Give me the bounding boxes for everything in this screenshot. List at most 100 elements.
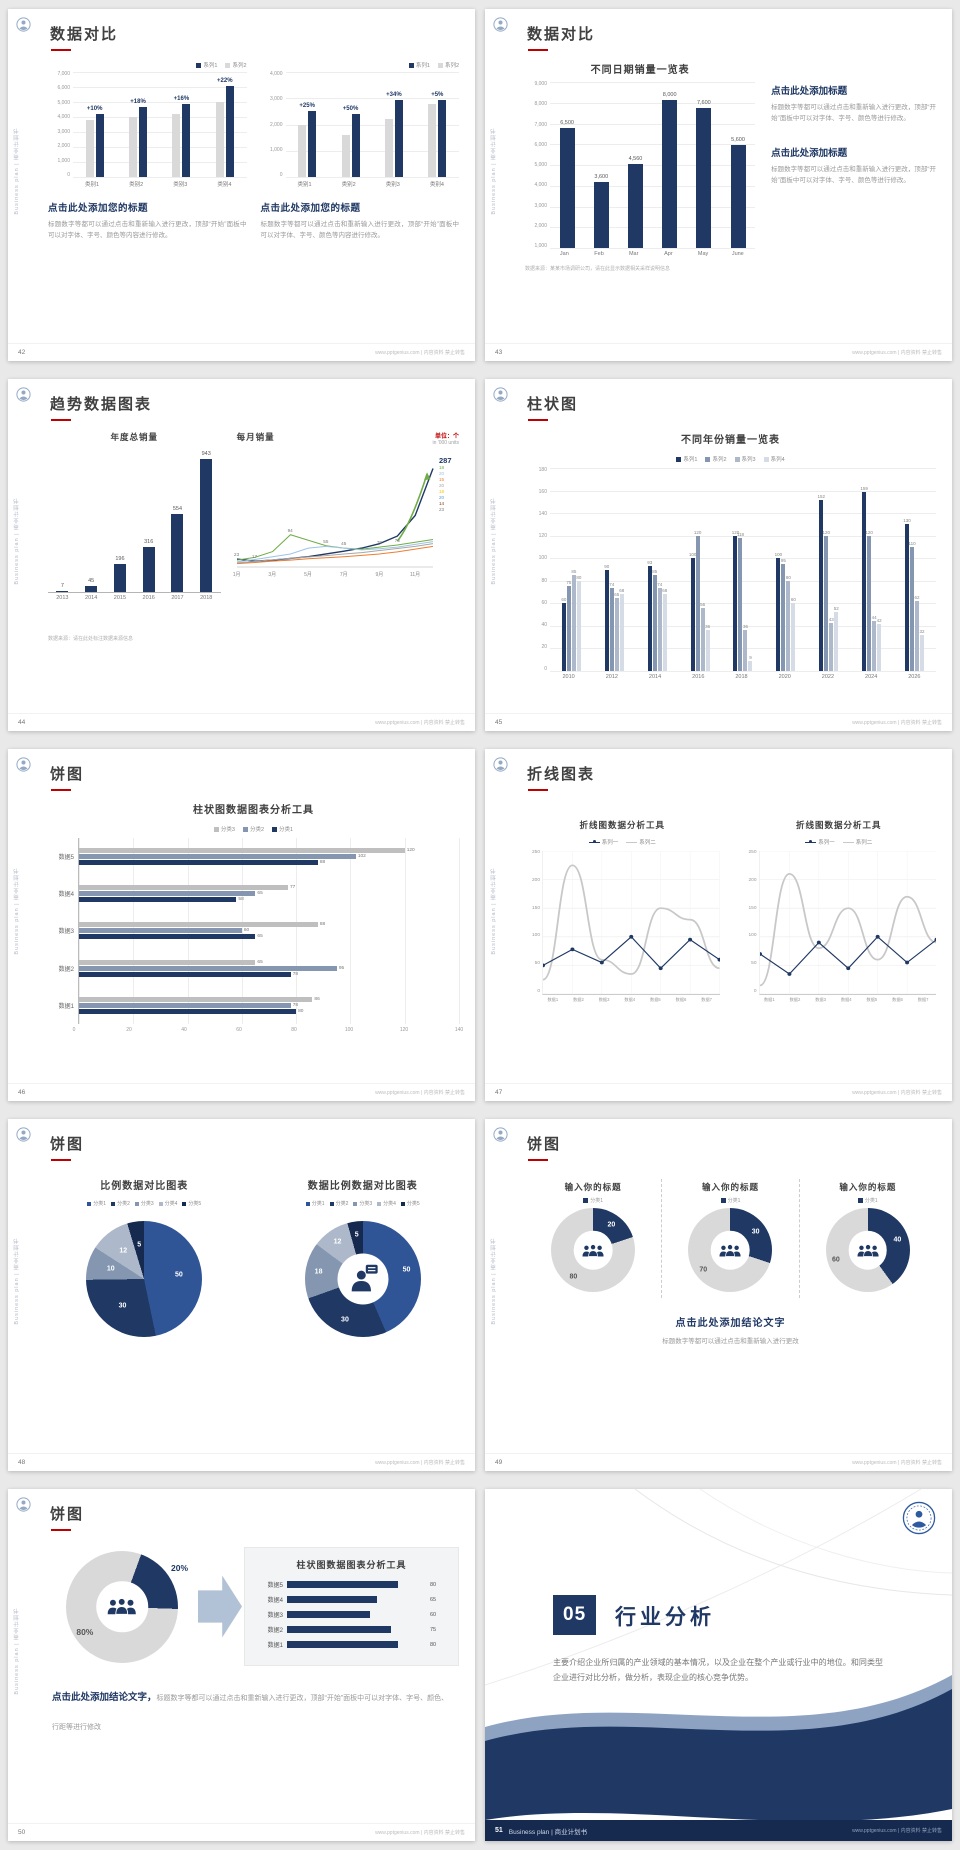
footer-divider <box>8 1453 475 1454</box>
conclusion-heading: 点击此处添加结论文字， <box>52 1692 157 1703</box>
footer-divider <box>485 713 952 714</box>
sidebar-watermark: Business plan | 商业计划书 <box>491 1237 497 1325</box>
page-title: 饼图 <box>527 1136 562 1153</box>
slide-48[interactable]: Business plan | 商业计划书 饼图 比例数据对比图表 分类1 分类2… <box>8 1119 475 1471</box>
slide-46[interactable]: Business plan | 商业计划书 饼图 柱状图数据图表分析工具 分类3… <box>8 749 475 1101</box>
slide-43[interactable]: Business plan | 商业计划书 数据对比 不同日期销量一览表 9,0… <box>485 9 952 361</box>
donut-chart: 40 60 <box>825 1208 910 1292</box>
chart-title: 不同年份销量一览表 <box>681 435 780 446</box>
chart-title: 比例数据对比图表 <box>100 1181 189 1192</box>
slide-42[interactable]: Business plan | 商业计划书 数据对比 系列1 系列2 7,000… <box>8 9 475 361</box>
text-block: 点击此处添加标题 标题数字等都可以通过点击和重新输入进行更改，顶部“开始”面板中… <box>771 83 936 125</box>
sidebar-watermark: Business plan | 商业计划书 <box>14 867 20 955</box>
donut-chart: 分类1 分类2 分类3 分类4 分类5 50 30 18 12 5 <box>267 1197 460 1337</box>
section-body: 主要介绍企业所归属的产业领域的基本情况，以及企业在整个产业或行业中的地位。和同类… <box>553 1658 883 1683</box>
monthly-sales-chart-block: 每月销量 单位：个 in '000 units 1月 3月 5月 7月 9月 11月 287… <box>232 431 459 627</box>
block-body: 标题数字等都可以通过点击和重新输入进行更改，顶部“开始”面板中可以对字体、字号、… <box>771 165 936 185</box>
wave-graphic <box>485 1489 952 1822</box>
donut-block: 输入你的标题 分类1 20 80 <box>525 1179 661 1298</box>
section-title: 行业分析 <box>615 1606 715 1629</box>
slide-50[interactable]: Business plan | 商业计划书 饼图 20% 80% 柱状图数据图表分… <box>8 1489 475 1841</box>
slide-footer-text: www.pptgenius.com | 内容资料 禁止转售 <box>852 720 942 726</box>
page-number: 42 <box>18 349 26 356</box>
slide-footer-text: www.pptgenius.com | 内容资料 禁止转售 <box>375 720 465 726</box>
slide-49[interactable]: Business plan | 商业计划书 饼图 输入你的标题 分类1 20 80… <box>485 1119 952 1471</box>
chart-legend: 系列1 系列2 <box>48 61 247 69</box>
section-number: 05 <box>553 1595 597 1635</box>
legend-label: 系列1 <box>415 63 430 69</box>
data-source-note: 数据来源：某某市场调研公司，请在此显示数据相关采样说明信息 <box>525 266 671 272</box>
logo-icon <box>493 387 508 402</box>
chart-title: 输入你的标题 <box>564 1182 622 1192</box>
legend-swatch <box>408 62 414 68</box>
slide-content: 输入你的标题 分类1 20 80 输入你的标题 分类1 30 70 输入你的标题 分… <box>525 1171 936 1447</box>
grouped-bar-chart: 7,000 6,000 5,000 4,000 3,000 2,000 1,000 0 +10%… <box>48 72 247 188</box>
line-chart: 1月 3月 5月 7月 9月 11月 287 18 20 15 20 18 20 14 23 23 17 94 55… <box>232 456 452 578</box>
unit-label-en: in '000 units <box>432 440 459 446</box>
page-number: 43 <box>495 349 503 356</box>
comparison-panel: 系列1 系列2 4,000 3,000 2,000 1,000 0 +25% +50% +34… <box>261 61 459 337</box>
chart-legend: 系列1 系列2 <box>261 61 459 69</box>
legend-item: 系列2 <box>225 61 247 69</box>
legend-swatch <box>583 1198 589 1203</box>
legend-swatch <box>437 62 443 68</box>
title-accent-bar <box>51 419 71 421</box>
mini-bar-chart: 数据5 80 数据4 65 数据3 60 数据2 75 数据1 80 <box>267 1581 437 1649</box>
footer-divider <box>8 1083 475 1084</box>
slide-47[interactable]: Business plan | 商业计划书 折线图表 折线图数据分析工具 系列一… <box>485 749 952 1101</box>
conclusion-heading: 点击此处添加结论文字 <box>675 1318 786 1329</box>
panel-body: 标题数字等都可以通过点击和重新输入进行更改，顶部“开始”面板中可以对字体、字号、… <box>48 221 247 240</box>
slide-44[interactable]: Business plan | 商业计划书 趋势数据图表 年度总销量 7 45 19… <box>8 379 475 731</box>
legend-label: 系列2 <box>444 63 459 69</box>
footer-divider <box>8 713 475 714</box>
title-accent-bar <box>528 789 548 791</box>
slide-51[interactable]: 05 行业分析 主要介绍企业所归属的产业领域的基本情况，以及企业在整个产业或行业… <box>485 1489 952 1841</box>
bar-chart: 7 45 196 316 554 943 2013 2014 2015 2016 2017 2018 <box>48 451 221 601</box>
legend-swatch <box>196 62 202 68</box>
sidebar-watermark: Business plan | 商业计划书 <box>491 127 497 215</box>
legend-label: 分类1 <box>727 1198 741 1204</box>
logo-icon <box>493 17 508 32</box>
donut-chart: 30 70 <box>688 1208 773 1292</box>
arrow-shape <box>198 1575 242 1638</box>
chart-legend: 分类1 <box>583 1197 603 1204</box>
page-number: 46 <box>18 1089 26 1096</box>
legend-swatch <box>225 62 231 68</box>
slide-45[interactable]: Business plan | 商业计划书 柱状图 不同年份销量一览表 系列1 系… <box>485 379 952 731</box>
sidebar-watermark: Business plan | 商业计划书 <box>14 497 20 585</box>
legend-item: 系列1 <box>408 61 430 69</box>
grouped-bar-chart: 4,000 3,000 2,000 1,000 0 +25% +50% +34% +5% 类别1 类… <box>261 72 459 188</box>
legend-label: 系列1 <box>203 63 218 69</box>
logo-icon <box>16 1127 31 1142</box>
analysis-panel: 柱状图数据图表分析工具 数据5 80 数据4 65 数据3 60 数据2 75 数据1 80 <box>244 1547 459 1666</box>
slide-content: 折线图数据分析工具 系列一 系列二 250 200 150 100 50 0 数据1 数据2 数据3… <box>525 801 938 1077</box>
bottom-bar-label: Business plan | 商业计划书 <box>508 1828 588 1836</box>
donut-chart-wrap: 20% 80% <box>48 1550 196 1663</box>
slide-footer-text: www.pptgenius.com | 内容资料 禁止转售 <box>375 1830 465 1836</box>
pie-chart-block: 比例数据对比图表 分类1 分类2 分类3 分类4 分类5 50 30 10 12 5 <box>48 1177 241 1447</box>
legend-swatch <box>720 1198 726 1203</box>
page-title: 数据对比 <box>527 26 596 43</box>
chart-title: 折线图数据分析工具 <box>579 820 665 830</box>
footer-divider <box>8 1823 475 1824</box>
legend-label: 分类1 <box>590 1198 604 1204</box>
block-body: 标题数字等都可以通过点击和重新输入进行更改，顶部“开始”面板中可以对字体、字号、… <box>771 104 936 123</box>
title-accent-bar <box>51 1159 71 1161</box>
legend-label: 分类1 <box>864 1198 878 1204</box>
slide-footer-text: www.pptgenius.com | 内容资料 禁止转售 <box>375 350 465 356</box>
title-accent-bar <box>528 49 548 51</box>
logo-icon <box>16 387 31 402</box>
horizontal-bar-chart: 分类3 分类2 分类1 数据5 数据4 数据3 数据2 数据1 120 102 88 77 65 58 88… <box>58 826 464 1033</box>
page-number: 51 <box>495 1827 503 1834</box>
donut-block: 输入你的标题 分类1 40 60 <box>798 1179 936 1298</box>
donut-chart: 20% 80% <box>66 1550 188 1663</box>
column-chart: 9,000 8,000 7,000 6,000 5,000 4,000 3,000 2,000… <box>525 82 756 257</box>
pie-chart: 分类1 分类2 分类3 分类4 分类5 50 30 10 12 5 <box>48 1197 241 1337</box>
chart-title: 年度总销量 <box>110 432 159 442</box>
legend-swatch <box>857 1198 863 1203</box>
unit-label-cn: 单位：个 <box>434 434 459 440</box>
chart-title: 输入你的标题 <box>839 1182 897 1192</box>
company-emblem-icon <box>902 1501 936 1535</box>
chart-title: 数据比例数据对比图表 <box>307 1181 418 1192</box>
